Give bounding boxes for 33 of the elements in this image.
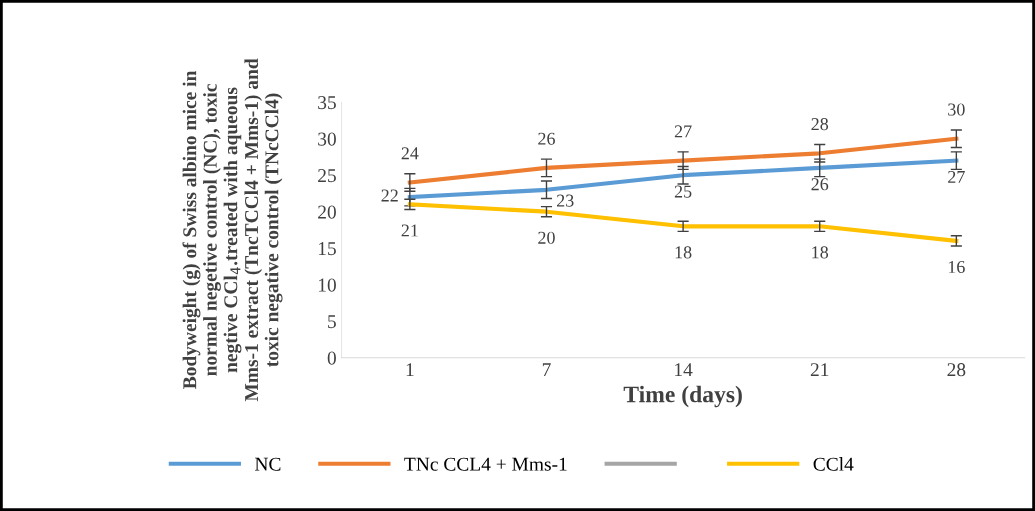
data-label: 24 xyxy=(401,147,419,160)
y-tick-label: 35 xyxy=(318,96,336,110)
data-label: 18 xyxy=(812,246,829,259)
data-label: 22 xyxy=(381,189,398,202)
data-label: 16 xyxy=(948,260,965,274)
data-label: 27 xyxy=(674,125,692,138)
legend-label: TNc CCL4 + Mms-1 xyxy=(404,457,567,471)
data-label: 27 xyxy=(948,170,965,183)
x-tick-label: 14 xyxy=(675,363,693,377)
data-label: 25 xyxy=(674,185,692,198)
data-label: 26 xyxy=(538,132,555,145)
y-tick-label: 0 xyxy=(327,351,336,365)
y-tick-label: 20 xyxy=(318,205,336,219)
x-axis-title: Time (days) xyxy=(623,385,742,408)
x-tick-label: 28 xyxy=(947,363,966,377)
data-label: 20 xyxy=(538,231,555,244)
x-tick-label: 1 xyxy=(406,363,414,377)
y-tick-label: 10 xyxy=(318,278,336,292)
y-axis-title: Bodyweight (g) of Swiss albino mice in normal negetive control (NC), toxic negtive CCl$_{4}$.treated with aqueous Mms-1 extract (TncTCCl4 + Mms-1) and toxic negative control (TNcCCl4) xyxy=(182,58,283,402)
y-tick-label: 30 xyxy=(318,132,336,146)
data-label: 21 xyxy=(401,224,418,237)
x-tick-label: 7 xyxy=(542,363,551,377)
y-tick-label: 15 xyxy=(318,242,336,256)
x-tick-label: 21 xyxy=(810,363,829,377)
data-label: 23 xyxy=(556,194,574,207)
y-tick-label: 5 xyxy=(328,315,336,329)
legend-label: NC xyxy=(254,457,281,471)
y-tick-label: 25 xyxy=(318,169,336,183)
data-label: 28 xyxy=(811,118,829,131)
data-label: 18 xyxy=(675,246,692,259)
legend-label: CCl4 xyxy=(813,457,854,471)
data-label: 30 xyxy=(948,103,965,116)
data-label: 26 xyxy=(811,178,829,191)
